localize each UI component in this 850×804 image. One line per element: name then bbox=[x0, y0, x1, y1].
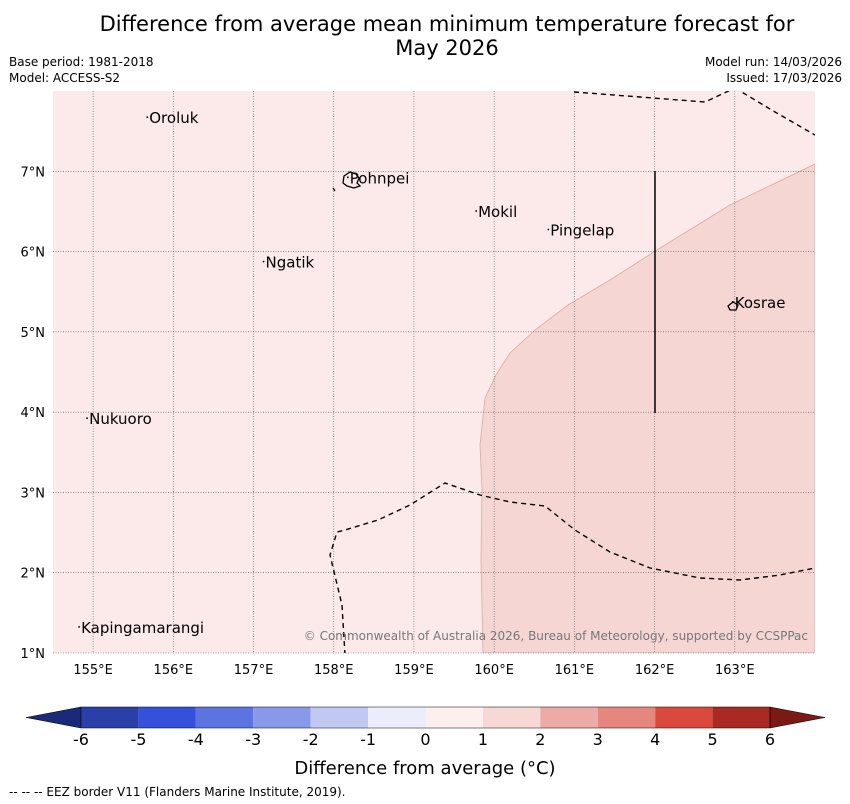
coastlines bbox=[332, 171, 739, 311]
title-line-1: Difference from average mean minimum tem… bbox=[99, 12, 795, 36]
place-label: Nukuoro bbox=[89, 410, 152, 428]
colorbar-extend-low bbox=[25, 706, 82, 729]
lat-tick-label: 6°N bbox=[21, 246, 46, 261]
colorbar-tick-label: 4 bbox=[650, 730, 660, 749]
model-run-text: Model run: 14/03/2026 bbox=[704, 55, 842, 69]
colorbar-tick-label: -6 bbox=[73, 730, 89, 749]
lat-tick-label: 1°N bbox=[21, 647, 46, 662]
place-marker bbox=[86, 417, 88, 420]
colorbar bbox=[25, 706, 826, 729]
colorbar-swatch bbox=[138, 707, 196, 728]
colorbar-swatch bbox=[425, 707, 483, 728]
place-label: Kosrae bbox=[735, 294, 786, 312]
colorbar-tick-label: 6 bbox=[765, 730, 775, 749]
anomaly-region-1-to-2 bbox=[479, 163, 815, 653]
eez-border-northeast bbox=[738, 91, 815, 136]
footnote: -- -- -- EEZ border V11 (Flanders Marine… bbox=[9, 785, 346, 799]
lon-tick-label: 163°E bbox=[715, 663, 755, 678]
colorbar-outline bbox=[80, 706, 771, 729]
chart-title: Difference from average mean minimum tem… bbox=[0, 12, 850, 60]
place-marker bbox=[346, 176, 349, 179]
place-label: Kapingamarangi bbox=[81, 619, 204, 637]
colorbar-swatch bbox=[655, 707, 713, 728]
colorbar-swatch bbox=[81, 707, 139, 728]
metadata-left: Base period: 1981-2018 Model: ACCESS-S2 bbox=[9, 54, 154, 86]
colorbar-tick-label: 3 bbox=[593, 730, 603, 749]
lat-tick-label: 2°N bbox=[21, 567, 46, 582]
place-marker bbox=[262, 260, 265, 263]
title-line-2: May 2026 bbox=[395, 36, 499, 60]
place-marker bbox=[146, 116, 149, 119]
place-label: Mokil bbox=[478, 203, 517, 221]
lon-tick-label: 157°E bbox=[234, 663, 274, 678]
lon-tick-label: 160°E bbox=[474, 663, 514, 678]
kosrae-coastline bbox=[727, 301, 739, 311]
base-period-text: Base period: 1981-2018 bbox=[9, 55, 154, 69]
colorbar-tick-label: 0 bbox=[420, 730, 430, 749]
copyright-credit: © Commonwealth of Australia 2026, Bureau… bbox=[304, 629, 808, 643]
colorbar-swatch bbox=[195, 707, 254, 728]
place-marker bbox=[475, 210, 478, 212]
colorbar-swatch bbox=[540, 707, 598, 728]
lon-tick-label: 156°E bbox=[154, 663, 194, 678]
place-label: Pohnpei bbox=[350, 169, 410, 187]
place-marker bbox=[731, 300, 734, 303]
lat-tick-label: 7°N bbox=[21, 165, 46, 180]
longitude-tick-labels: 155°E 156°E 157°E 158°E 159°E 160°E 161°E 162°E… bbox=[73, 663, 754, 678]
metadata-right: Model run: 14/03/2026 Issued: 17/03/2026 bbox=[705, 54, 842, 86]
colorbar-swatch bbox=[310, 707, 369, 728]
colorbar-extend-high bbox=[769, 706, 826, 729]
eez-borders bbox=[329, 91, 815, 653]
lon-tick-label: 155°E bbox=[73, 663, 113, 678]
issued-text: Issued: 17/03/2026 bbox=[726, 71, 842, 85]
lat-tick-label: 5°N bbox=[21, 326, 46, 341]
colorbar-swatch bbox=[368, 707, 426, 728]
colorbar-swatch bbox=[482, 707, 541, 728]
colorbar-tick-label: 2 bbox=[535, 730, 545, 749]
place-label: Pingelap bbox=[550, 222, 614, 240]
colorbar-tick-labels: -6 -5 -4 -3 -2 -1 0 1 2 3 4 5 6 bbox=[73, 730, 775, 749]
colorbar-tick-label: -4 bbox=[188, 730, 204, 749]
colorbar-tick-label: 5 bbox=[707, 730, 717, 749]
lon-tick-label: 159°E bbox=[394, 663, 434, 678]
colorbar-swatch bbox=[597, 707, 656, 728]
latitude-tick-labels: 1°N 2°N 3°N 4°N 5°N 6°N 7°N bbox=[21, 165, 46, 662]
place-labels: Oroluk Pohnpei Mokil Pingelap Ngatik Kosrae Nu… bbox=[78, 109, 785, 637]
ant-atoll-coastline bbox=[332, 187, 336, 192]
lon-tick-label: 162°E bbox=[635, 663, 675, 678]
colorbar-swatch bbox=[712, 707, 770, 728]
pohnpei-coastline bbox=[342, 171, 362, 189]
place-marker bbox=[78, 626, 80, 628]
place-label: Oroluk bbox=[149, 109, 198, 127]
place-marker bbox=[547, 228, 550, 231]
colorbar-tick-label: -3 bbox=[245, 730, 261, 749]
eez-border-north bbox=[573, 91, 731, 103]
model-text: Model: ACCESS-S2 bbox=[9, 71, 121, 85]
lon-tick-label: 158°E bbox=[314, 663, 354, 678]
place-label: Ngatik bbox=[266, 254, 315, 272]
lon-tick-label: 161°E bbox=[555, 663, 595, 678]
colorbar-swatch bbox=[253, 707, 311, 728]
colorbar-tick-label: 1 bbox=[478, 730, 488, 749]
lat-tick-label: 4°N bbox=[21, 406, 46, 421]
lat-tick-label: 3°N bbox=[21, 486, 46, 501]
colorbar-tick-label: -1 bbox=[360, 730, 376, 749]
colorbar-tick-label: -5 bbox=[130, 730, 146, 749]
colorbar-title: Difference from average (°C) bbox=[294, 758, 555, 779]
eez-border-south bbox=[329, 482, 815, 653]
colorbar-tick-label: -2 bbox=[303, 730, 319, 749]
